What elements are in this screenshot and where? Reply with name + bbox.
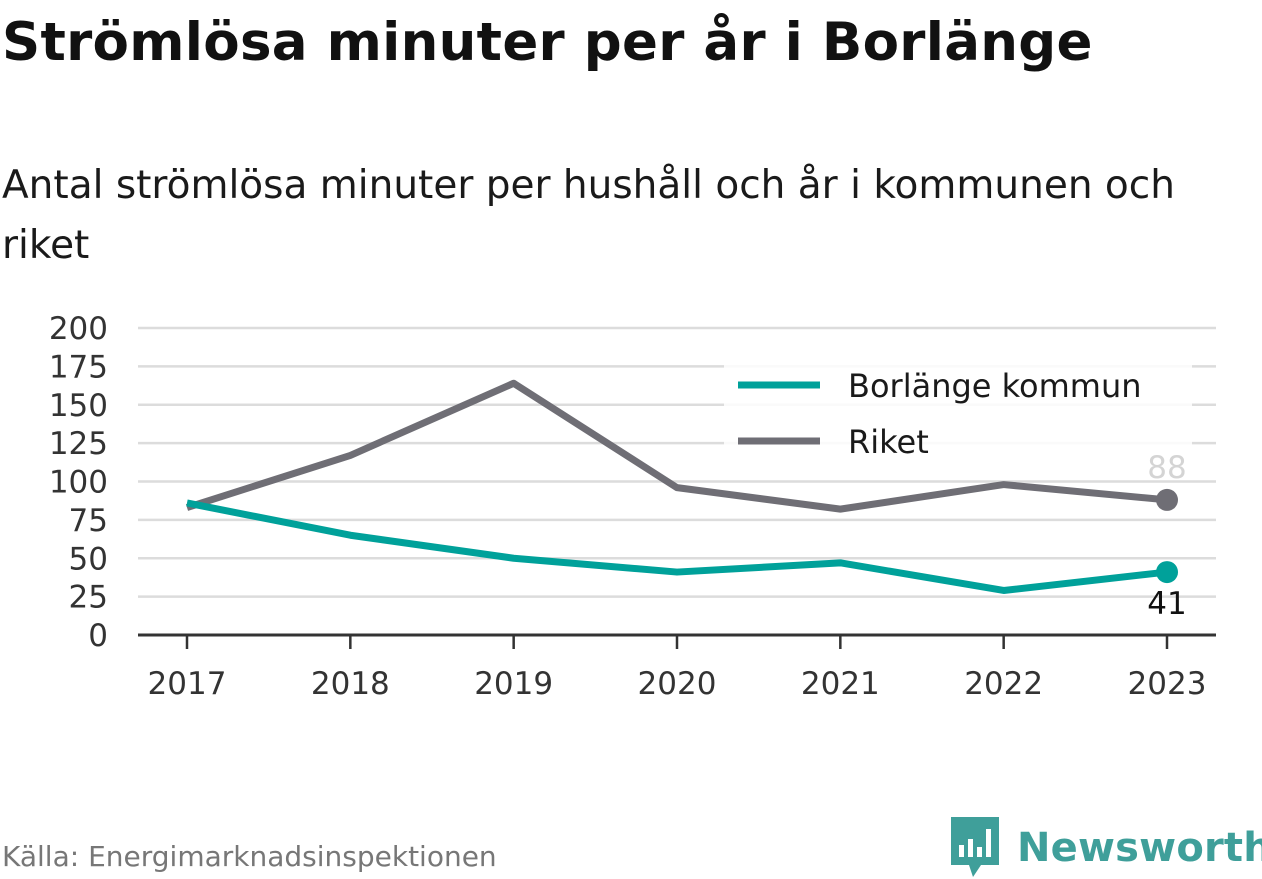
source-note: Källa: Energimarknadsinspektionen <box>2 840 497 873</box>
chart-title: Strömlösa minuter per år i Borlänge <box>2 12 1093 73</box>
y-tick-label: 75 <box>69 503 108 539</box>
newsworthy-logo-icon <box>951 817 999 877</box>
brand-name: Newsworthy <box>1017 825 1262 871</box>
end-labels: 41 88 <box>1147 450 1186 622</box>
y-tick-label: 50 <box>69 541 108 577</box>
legend-label: Riket <box>848 423 929 461</box>
legend: Borlänge kommun Riket <box>724 356 1192 464</box>
x-tick-label: 2023 <box>1128 666 1207 702</box>
y-tick-label: 0 <box>88 618 108 654</box>
y-tick-label: 125 <box>49 426 108 462</box>
series-end-point-0 <box>1156 561 1178 584</box>
series-line-0 <box>186 499 1168 594</box>
x-axis: 2017 2018 2019 2020 2021 2022 2023 <box>138 633 1216 702</box>
x-tick-label: 2018 <box>311 666 390 702</box>
end-label-borlange: 41 <box>1147 586 1186 622</box>
y-tick-label: 100 <box>49 465 108 501</box>
series-end-point-1 <box>1156 488 1178 511</box>
chart-subtitle: Antal strömlösa minuter per hushåll och … <box>2 163 1175 268</box>
series-lines <box>185 379 1178 594</box>
x-tick-label: 2017 <box>148 666 227 702</box>
y-tick-label: 150 <box>49 388 108 424</box>
y-tick-label: 25 <box>69 580 108 616</box>
x-tick-label: 2022 <box>964 666 1043 702</box>
legend-label: Borlänge kommun <box>848 367 1142 405</box>
brand-logo: Newsworthy <box>951 817 1262 879</box>
legend-background <box>724 356 1192 464</box>
y-tick-label: 200 <box>49 311 108 347</box>
series-line-1 <box>185 379 1168 513</box>
x-tick-label: 2019 <box>474 666 553 702</box>
x-tick-label: 2021 <box>801 666 880 702</box>
x-tick-label: 2020 <box>638 666 717 702</box>
end-label-riket: 88 <box>1147 450 1186 486</box>
y-tick-label: 175 <box>49 349 108 385</box>
